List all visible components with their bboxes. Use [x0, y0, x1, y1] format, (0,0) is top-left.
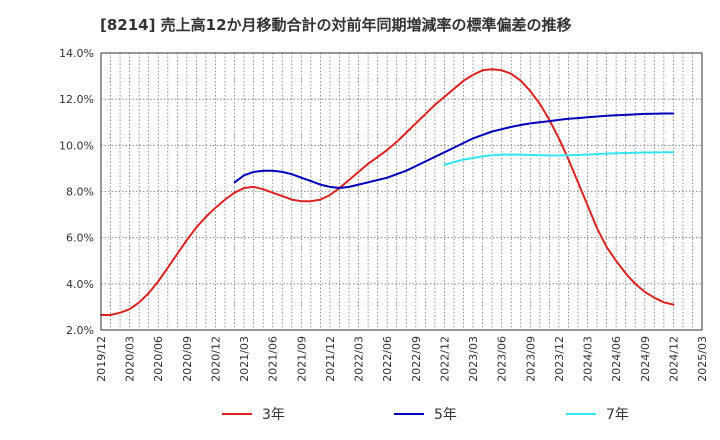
x-tick-label: 2024/06 — [610, 336, 623, 382]
y-tick-label: 8.0% — [66, 186, 94, 199]
y-tick-label: 14.0% — [59, 47, 94, 60]
x-tick-label: 2019/12 — [95, 336, 108, 382]
y-tick-label: 6.0% — [66, 232, 94, 245]
legend: 3年5年7年10年 — [222, 407, 629, 423]
x-tick-label: 2024/12 — [667, 336, 680, 382]
legend-label-0: 3年 — [262, 407, 285, 423]
x-tick-label: 2021/09 — [295, 336, 308, 382]
y-tick-label: 10.0% — [59, 139, 94, 152]
chart-title: [8214] 売上高12か月移動合計の対前年同期増減率の標準偏差の推移 — [100, 16, 572, 34]
series-line-2 — [443, 151, 675, 166]
x-tick-label: 2023/09 — [524, 336, 537, 382]
x-tick-label: 2022/06 — [381, 336, 394, 382]
x-tick-label: 2020/03 — [124, 336, 137, 382]
y-tick-label: 12.0% — [59, 93, 94, 106]
axes: 2.0% 4.0% 6.0% 8.0% 10.0% 12.0% 14.0% 2019/12 20… — [59, 47, 709, 382]
x-tick-label: 2022/09 — [410, 336, 423, 382]
x-tick-label: 2021/06 — [267, 336, 280, 382]
legend-label-2: 7年 — [606, 407, 629, 423]
x-tick-label: 2024/03 — [582, 336, 595, 382]
series-line-0 — [100, 68, 675, 316]
x-tick-label: 2025/03 — [696, 336, 709, 382]
plot-frame — [100, 52, 703, 331]
x-tick-label: 2023/06 — [496, 336, 509, 382]
grid — [100, 52, 703, 331]
series-line-1 — [233, 112, 675, 189]
x-tick-label: 2022/03 — [353, 336, 366, 382]
series-lines — [100, 68, 675, 316]
y-tick-label: 2.0% — [66, 324, 94, 337]
x-tick-label: 2020/12 — [209, 336, 222, 382]
x-tick-label: 2021/12 — [324, 336, 337, 382]
legend-label-1: 5年 — [434, 407, 457, 423]
x-tick-label: 2022/12 — [438, 336, 451, 382]
y-tick-label: 4.0% — [66, 278, 94, 291]
x-tick-label: 2021/03 — [238, 336, 251, 382]
x-tick-label: 2024/09 — [639, 336, 652, 382]
x-tick-label: 2023/12 — [553, 336, 566, 382]
x-tick-label: 2020/06 — [152, 336, 165, 382]
x-tick-label: 2020/09 — [181, 336, 194, 382]
x-tick-label: 2023/03 — [467, 336, 480, 382]
